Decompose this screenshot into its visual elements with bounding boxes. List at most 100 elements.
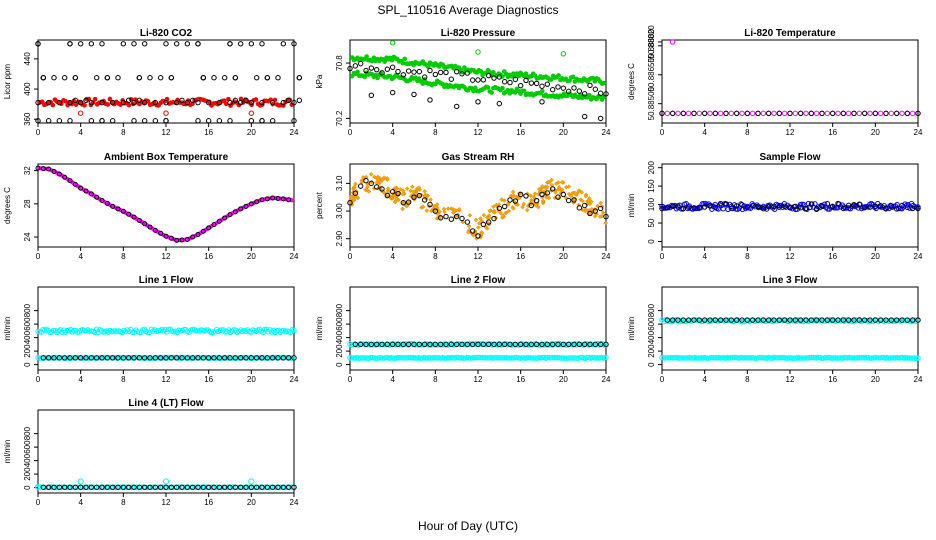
line3_flow-raw-low-point [879,354,885,361]
line4-average-point [259,484,265,490]
pressure-average-point [421,74,428,80]
line3_flow-average-point [781,317,788,323]
panel-line3_flow: Line 3 Flow ml/min 0 4 8 12 16 20 24 0 20040060080… [627,275,923,384]
rh-raw-point [510,189,516,195]
pressure-raw-point [523,71,529,76]
line3_flow-average-point [915,317,921,323]
temp-raw-point [803,110,809,117]
temp-average-point [723,110,729,117]
rh-raw-point [441,206,447,212]
temp-raw-point [813,110,820,117]
line4-average-point [147,484,153,490]
x-tick-label: 20 [871,375,880,384]
pressure-average-point [528,80,535,86]
temp-outlier-point [669,39,676,45]
line1_flow-raw-low-point [38,355,45,361]
rh-raw-point [506,208,512,214]
x-tick-label: 8 [745,375,750,384]
co2-average-point [109,118,116,124]
panel-title: Li-820 CO2 [140,28,193,39]
line3_flow-raw-low-point [772,355,779,361]
pressure-average-point [459,71,465,77]
rh-average-point [363,177,369,184]
panel-title: Ambient Box Temperature [104,152,229,163]
x-tick-label: 8 [121,498,126,507]
line3_flow-raw-low-point [666,355,672,361]
panel-title: Line 1 Flow [139,275,194,286]
box-temp-average-point [184,237,190,243]
box-temp-average-point [142,221,148,227]
y-axis-label: degrees C [627,63,636,100]
rh-raw-point [442,209,447,215]
x-tick-label: 4 [390,128,395,137]
y-axis-label: ml/min [3,440,12,464]
temp-average-point [808,110,815,117]
rh-average-point [368,180,375,187]
line2_flow-average-point [485,341,492,348]
line3_flow-raw-low-point [731,354,737,361]
pressure-raw-point [500,85,505,91]
sample-flow-average-point [813,205,820,212]
rh-raw-point [476,225,481,230]
y-tick-label: 32 [23,166,32,175]
pressure-average-point [352,63,359,69]
pressure-outlier-point [560,51,567,57]
pressure-average-point [389,64,396,70]
y-tick-label: 800 [335,303,344,317]
sample-flow-average-point [749,203,756,209]
line1_flow-average-point [173,355,180,361]
x-tick-label: 12 [786,128,795,137]
rh-average-point [597,205,604,212]
line4-average-point [173,484,180,490]
rh-average-point [496,205,503,211]
pressure-average-point [373,66,380,73]
line2_flow-average-point [512,341,519,348]
line1_flow-raw-high-point [177,327,184,334]
line3_flow-raw-low-point [915,355,921,361]
pressure-average-point [496,100,503,107]
line1_flow-raw-high-point [145,329,151,336]
line3_flow-average-point [749,317,756,323]
line4-average-point [200,484,207,490]
pressure-raw-point [489,90,494,95]
sample-flow-average-point [808,201,815,207]
line3_flow-average-point [696,317,703,323]
rh-raw-point [432,203,437,209]
rh-average-point [560,191,567,198]
co2-average-point [99,118,105,124]
line2_flow-raw-low-point [479,355,485,361]
line1_flow-average-point [200,355,207,361]
pressure-raw-point [485,85,491,90]
x-tick-label: 12 [786,375,795,384]
rh-raw-point [467,213,473,218]
line2_flow-average-point [544,341,551,348]
rh-average-point [549,186,556,192]
co2-average-point [259,41,265,47]
rh-raw-point [452,208,458,213]
temp-average-point [701,110,708,117]
co2-average-point [179,97,185,104]
rh-raw-point [498,210,504,216]
pressure-average-point [368,65,375,71]
y-tick-label: 200 [647,344,656,358]
sample-flow-average-point [829,204,836,210]
rh-raw-point [598,200,603,206]
co2-average-point [67,99,73,106]
temp-average-point [680,110,687,117]
co2-average-point [45,99,52,106]
x-tick-label: 4 [702,252,707,261]
line2_flow-raw-low-point [441,355,448,361]
line3_flow-average-point [771,317,777,323]
rh-average-point [379,186,385,192]
line3_flow-raw-low-point [671,355,677,361]
rh-raw-point [396,197,401,203]
co2-average-point [163,99,169,106]
box-temp-average-point [190,234,196,240]
line4-average-point [216,484,223,490]
co2-average-point [56,99,63,106]
co2-average-point [291,118,297,124]
line3_flow-average-point [707,317,713,323]
co2-average-point [77,99,84,106]
rh-average-point [405,199,412,205]
y-tick-label: 3.10 [335,175,344,191]
